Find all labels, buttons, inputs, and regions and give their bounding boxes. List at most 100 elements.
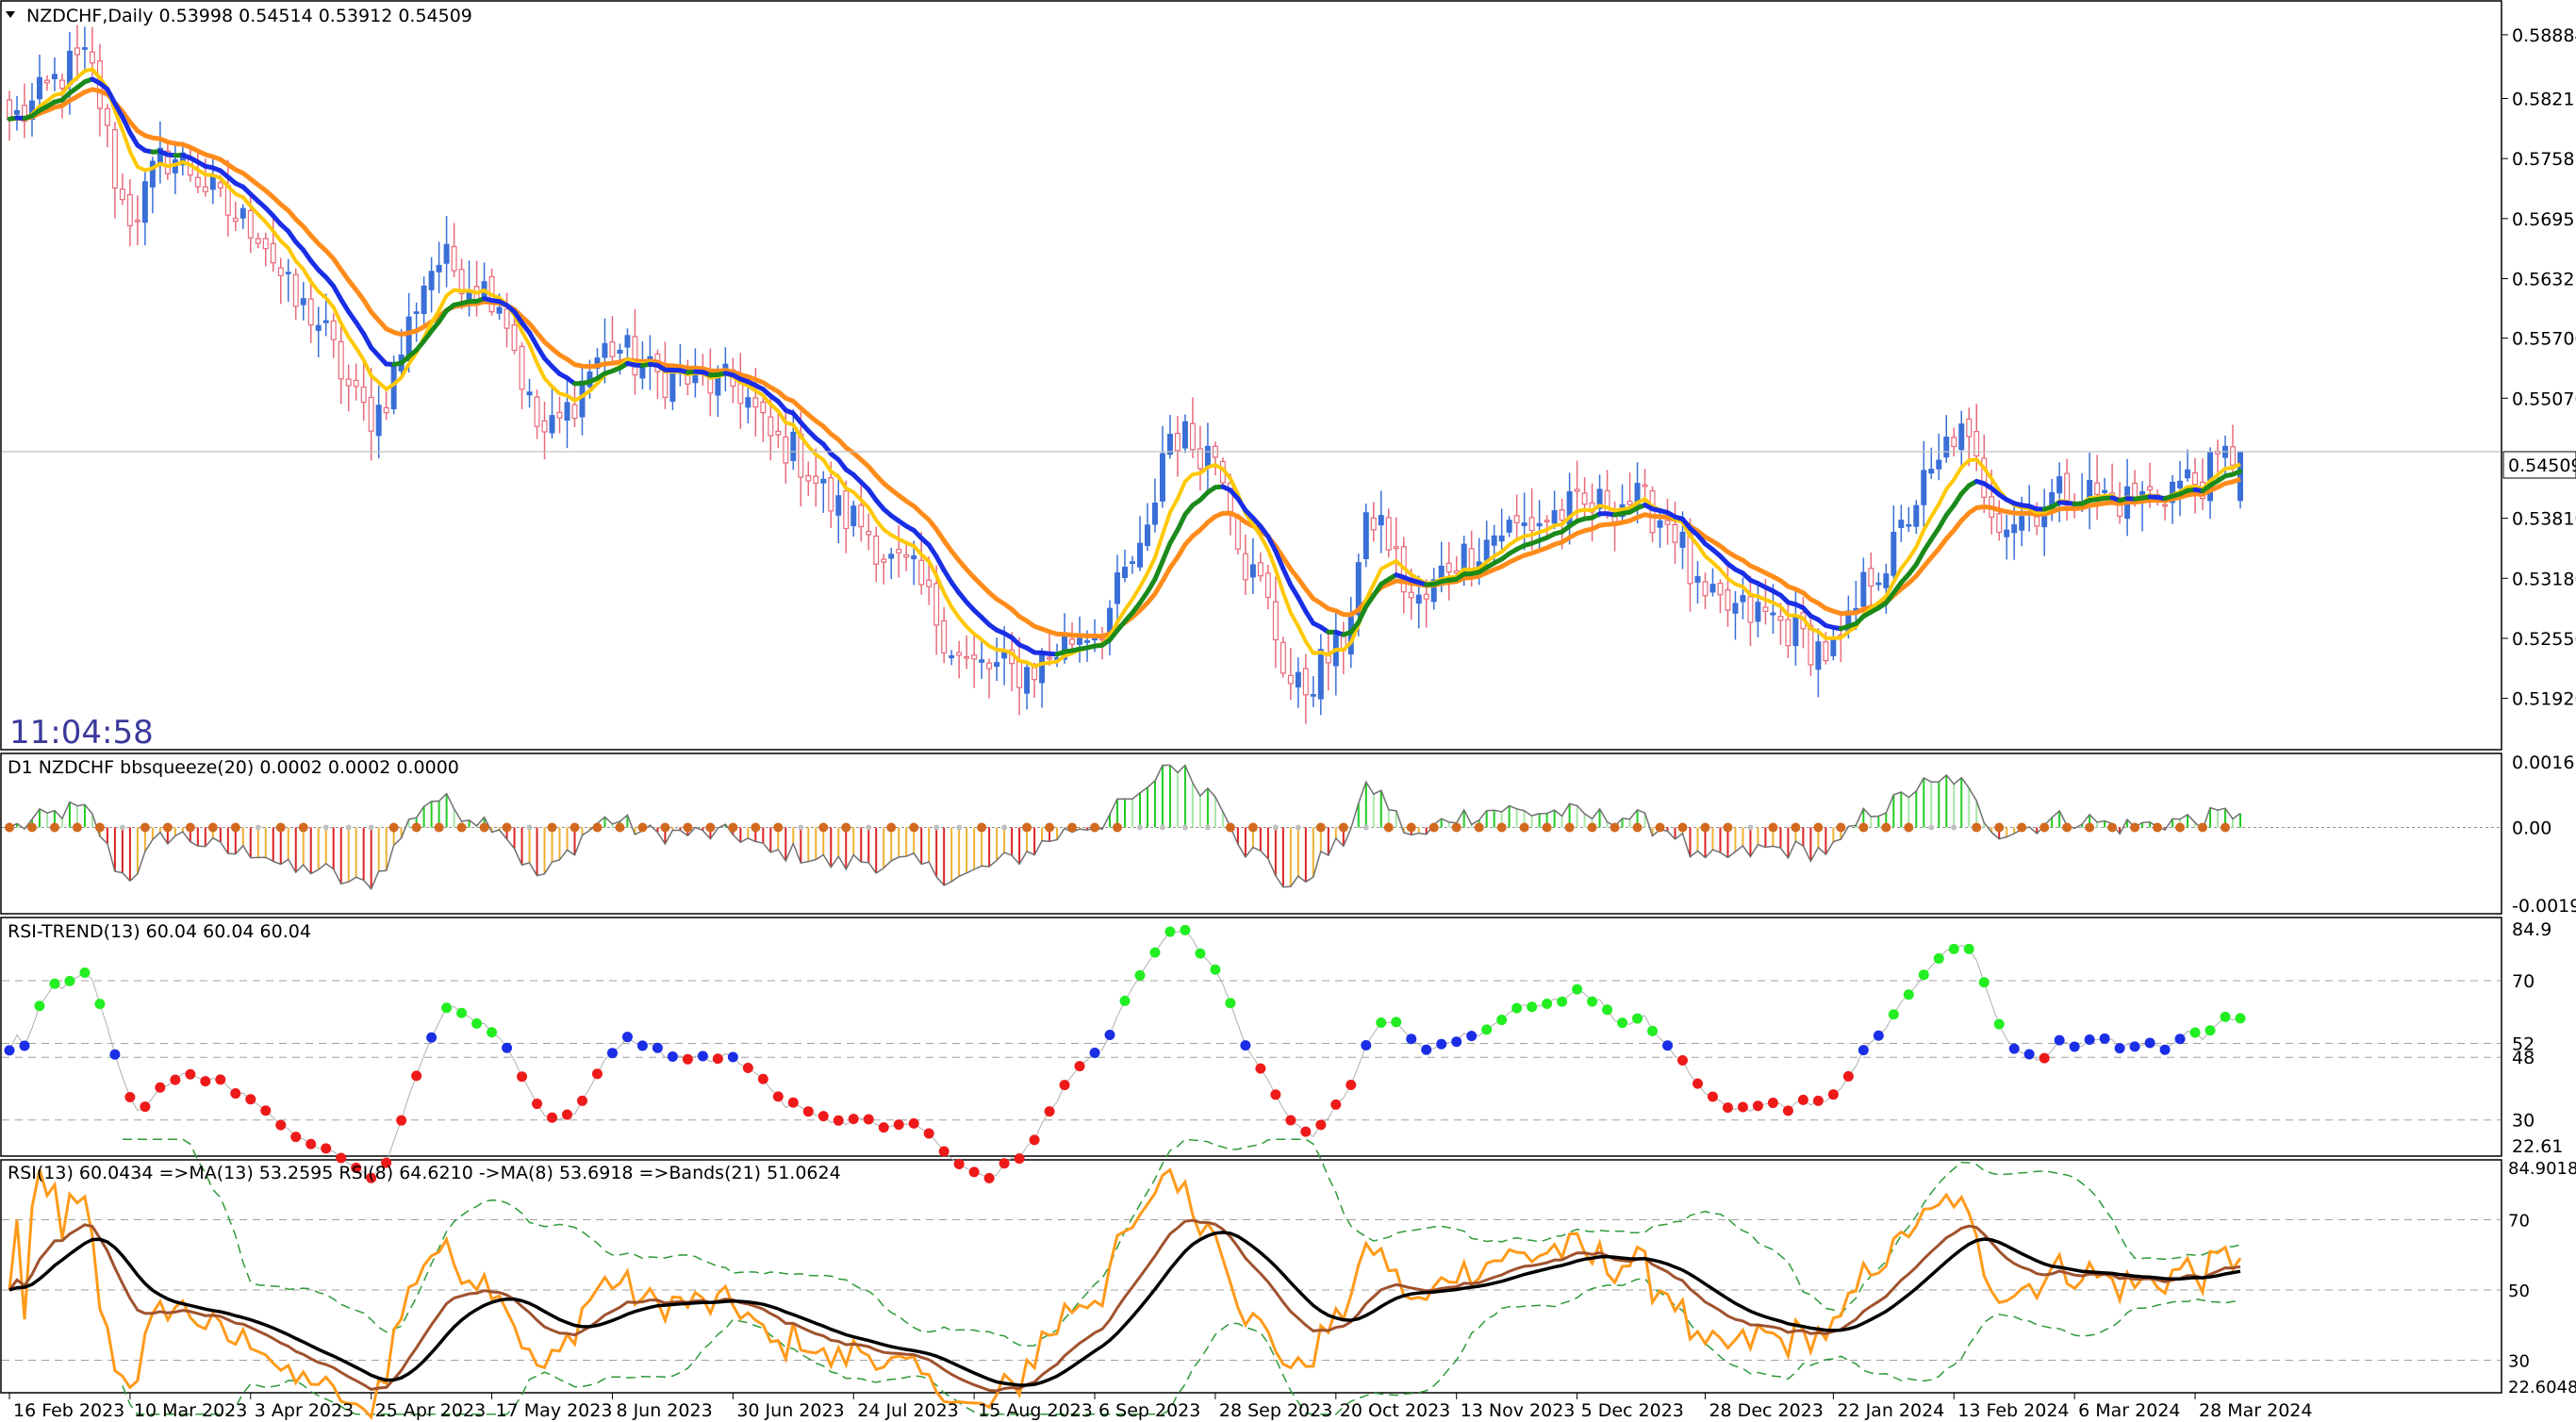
candle-body bbox=[239, 207, 246, 219]
squeeze-dot bbox=[1994, 822, 2005, 833]
candle-body bbox=[51, 74, 58, 80]
candle-body bbox=[1627, 500, 1633, 505]
trend-line-segment bbox=[361, 331, 374, 351]
candle-body bbox=[722, 363, 729, 370]
rsi-trend-dot bbox=[923, 1128, 934, 1139]
candle-body bbox=[413, 311, 420, 314]
bbsqueeze-header: D1 NZDCHF bbsqueeze(20) 0.0002 0.0002 0.… bbox=[8, 757, 459, 778]
squeeze-dot bbox=[1858, 822, 1869, 833]
squeeze-dot bbox=[1113, 822, 1123, 833]
candle-body bbox=[1001, 652, 1008, 659]
price-tick-label: 0.56325 bbox=[2512, 269, 2576, 289]
price-tick-label: 0.58884 bbox=[2512, 25, 2576, 46]
time-tick-label: 6 Mar 2024 bbox=[2078, 1400, 2180, 1421]
candle-body bbox=[1513, 515, 1520, 523]
candle-body bbox=[745, 397, 751, 408]
rsi-trend-dot bbox=[200, 1076, 211, 1087]
candle-body bbox=[1551, 510, 1558, 524]
candle-body bbox=[330, 320, 337, 340]
rsi-trend-dot bbox=[576, 1095, 587, 1106]
rsi-trend-dot bbox=[2099, 1033, 2110, 1044]
rsi-trend-dot bbox=[1436, 1038, 1447, 1050]
rsi-trend-dot bbox=[1240, 1040, 1251, 1051]
candle-body bbox=[202, 186, 208, 192]
candle-body bbox=[1906, 523, 1912, 527]
rsi-trend-dot bbox=[2235, 1013, 2246, 1024]
candle-body bbox=[1642, 484, 1648, 488]
candle-body bbox=[609, 341, 616, 357]
rsi-trend-dot bbox=[94, 999, 106, 1010]
rsi-bands-plot bbox=[2, 1138, 2501, 1421]
trend-line-segment bbox=[112, 101, 125, 120]
candle-body bbox=[602, 342, 608, 358]
trend-line-segment bbox=[105, 87, 118, 107]
rsi-bands-tick-label: 50 bbox=[2508, 1281, 2530, 1301]
rsi-trend-dot bbox=[1481, 1024, 1493, 1035]
rsi-trend-dot bbox=[1873, 1030, 1884, 1041]
candle-body bbox=[1559, 509, 1565, 521]
candle-body bbox=[1528, 517, 1535, 532]
rsi-trend-dot bbox=[1300, 1126, 1312, 1137]
candle-body bbox=[1951, 437, 1957, 447]
rsi-trend-dot bbox=[1195, 948, 1206, 959]
rsi-trend-dot bbox=[1933, 952, 1944, 964]
rsi-trend-dot bbox=[787, 1097, 799, 1108]
rsi-trend-dot bbox=[1737, 1101, 1748, 1113]
candle-body bbox=[2094, 482, 2101, 495]
squeeze-dot bbox=[1338, 822, 1348, 833]
candle-body bbox=[1868, 568, 1874, 587]
candle-body bbox=[1808, 624, 1814, 666]
candle-body bbox=[624, 335, 631, 348]
candle-body bbox=[1144, 524, 1150, 546]
candle-body bbox=[2147, 486, 2154, 491]
squeeze-dot bbox=[1022, 822, 1032, 833]
trend-line-segment bbox=[527, 330, 540, 349]
squeeze-dot bbox=[2221, 822, 2231, 833]
squeeze-dot bbox=[1813, 822, 1824, 833]
time-tick-label: 17 May 2023 bbox=[496, 1400, 613, 1421]
candle-body bbox=[511, 324, 518, 352]
rsi-trend-dot bbox=[1782, 1105, 1793, 1116]
rsi-trend-dot bbox=[802, 1106, 814, 1117]
trend-line-segment bbox=[1145, 576, 1158, 595]
bbsqueeze-tick-label: 0.00 bbox=[2512, 818, 2551, 838]
candle-body bbox=[1581, 492, 1588, 505]
rsi-trend-dot bbox=[1255, 1063, 1266, 1074]
candle-body bbox=[7, 99, 12, 120]
rsi-trend-dot bbox=[606, 1048, 618, 1059]
candle-body bbox=[1491, 535, 1497, 546]
squeeze-dot bbox=[1474, 822, 1484, 833]
candle-body bbox=[2056, 476, 2063, 494]
squeeze-dot bbox=[1225, 822, 1235, 833]
candle-body bbox=[843, 490, 850, 530]
candle-body bbox=[1136, 542, 1143, 568]
rsi-trend-dot bbox=[1134, 969, 1146, 981]
squeeze-dot bbox=[1677, 822, 1688, 833]
candle-body bbox=[790, 431, 797, 461]
candle-body bbox=[1355, 562, 1362, 616]
rsi-trend-dot bbox=[636, 1040, 648, 1051]
squeeze-dot bbox=[841, 822, 851, 833]
candle-body bbox=[1393, 546, 1399, 550]
time-tick-label: 3 Apr 2023 bbox=[255, 1400, 354, 1421]
candle-body bbox=[1823, 641, 1829, 662]
candle-body bbox=[1257, 562, 1263, 577]
rsi-trend-dot bbox=[381, 1157, 392, 1168]
candle-body bbox=[368, 396, 374, 432]
candle-body bbox=[383, 406, 389, 414]
time-tick-label: 15 Aug 2023 bbox=[978, 1400, 1093, 1421]
rsi-trend-dot bbox=[230, 1088, 241, 1100]
candle-body bbox=[1574, 488, 1580, 492]
time-tick-label: 5 Dec 2023 bbox=[1581, 1400, 1684, 1421]
candle-body bbox=[828, 477, 834, 512]
candle-body bbox=[1694, 575, 1701, 583]
squeeze-dot bbox=[866, 824, 872, 831]
candle-body bbox=[1747, 596, 1754, 623]
candle-body bbox=[421, 285, 427, 314]
price-axes: 0.58884 0.58215 0.57585 0.56955 0.56325 0.557… bbox=[8, 25, 2576, 1421]
symbol-dropdown-icon[interactable] bbox=[6, 11, 15, 18]
candle-body bbox=[496, 306, 503, 314]
candle-body bbox=[149, 160, 156, 188]
